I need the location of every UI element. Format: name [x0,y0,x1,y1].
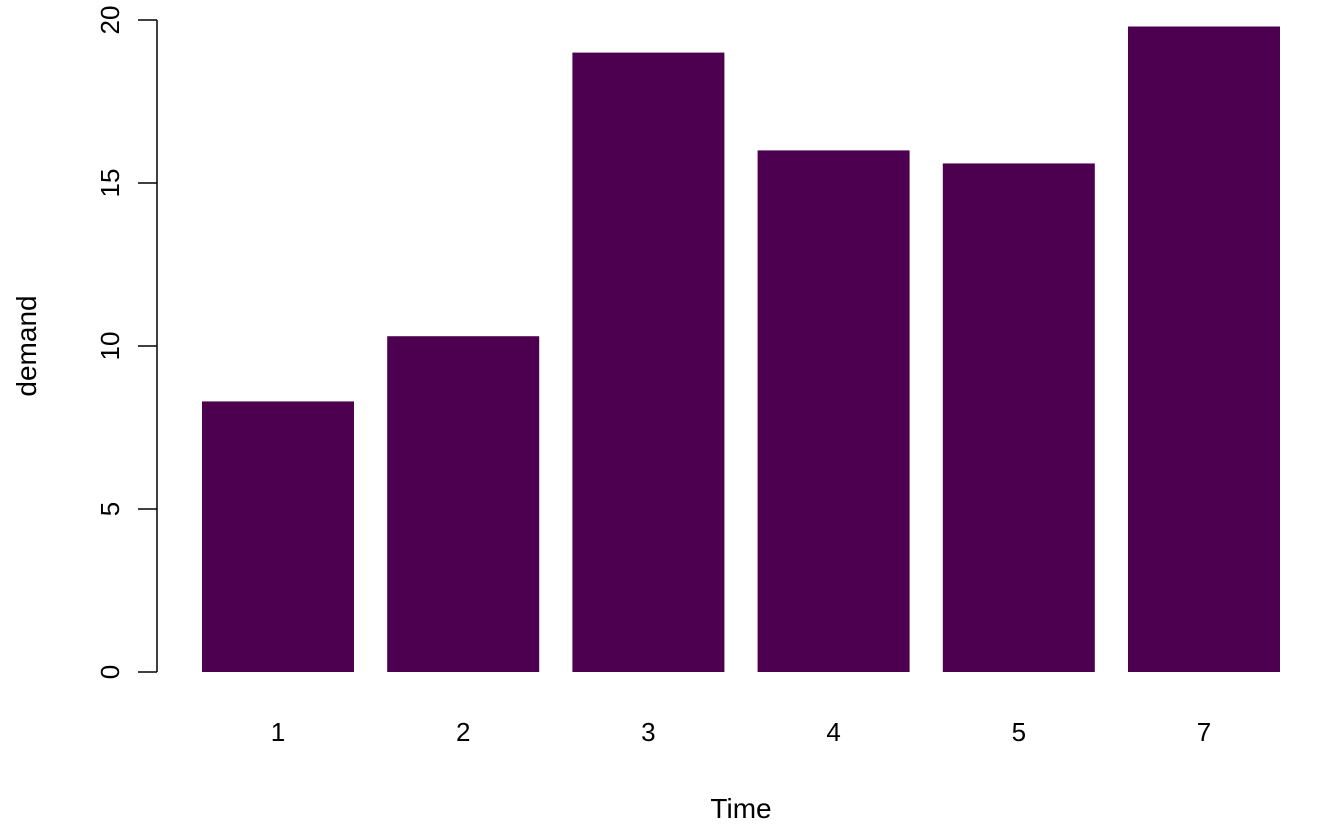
bar-7 [1128,26,1280,672]
y-axis: 0 5 10 15 20 [95,6,158,679]
y-tick-label-10: 10 [95,332,125,361]
y-tick-label-0: 0 [95,665,125,679]
x-tick-label-2: 2 [456,717,470,747]
bar-5 [942,163,1095,672]
y-tick-label-20: 20 [95,6,125,35]
x-tick-label-7: 7 [1197,717,1211,747]
bar-1 [202,401,354,672]
bars-group [202,26,1280,673]
x-tick-label-4: 4 [826,717,840,747]
bar-2 [387,336,540,672]
y-tick-label-5: 5 [95,502,125,516]
y-axis-title: demand [11,295,42,396]
x-axis-title: Time [710,793,771,824]
x-axis: 1 2 3 4 5 7 [271,717,1211,747]
bar-3 [572,52,725,673]
x-tick-label-3: 3 [641,717,655,747]
bar-4 [757,150,910,672]
y-tick-label-15: 15 [95,169,125,198]
x-tick-label-1: 1 [271,717,285,747]
x-tick-label-5: 5 [1012,717,1026,747]
